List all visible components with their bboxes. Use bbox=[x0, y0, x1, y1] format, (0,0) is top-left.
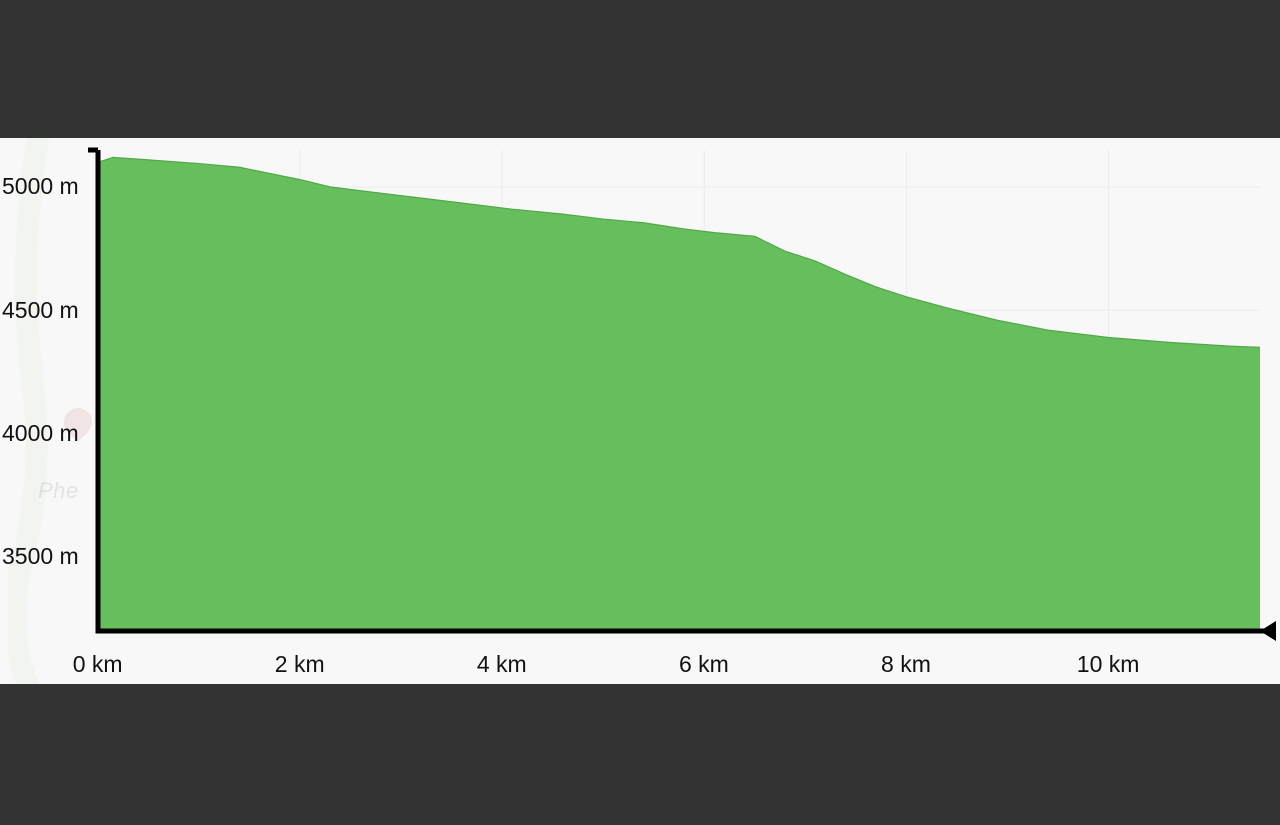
x-axis-tick-label: 2 km bbox=[275, 651, 325, 678]
elevation-chart-svg bbox=[0, 138, 1280, 684]
y-axis-tick-label: 3500 m bbox=[2, 543, 79, 570]
y-axis-tick-label: 4500 m bbox=[2, 297, 79, 324]
page-root: Phe 3500 m4000 m4500 m5000 m 0 km2 km4 k… bbox=[0, 0, 1280, 825]
y-axis-tick-label: 4000 m bbox=[2, 420, 79, 447]
x-axis-tick-label: 8 km bbox=[881, 651, 931, 678]
x-axis-tick-label: 4 km bbox=[477, 651, 527, 678]
x-axis-tick-label: 10 km bbox=[1077, 651, 1140, 678]
x-axis-tick-label: 6 km bbox=[679, 651, 729, 678]
y-axis-tick-label: 5000 m bbox=[2, 173, 79, 200]
elevation-chart[interactable]: 3500 m 4000 m 4500 m 5000 m 0 km 2 km 4 km 6 k… bbox=[0, 138, 1280, 684]
end-marker-icon bbox=[1260, 621, 1276, 641]
x-axis-tick-label: 0 km bbox=[73, 651, 123, 678]
chart-panel: Phe 3500 m4000 m4500 m5000 m 0 km2 km4 k… bbox=[0, 138, 1280, 684]
